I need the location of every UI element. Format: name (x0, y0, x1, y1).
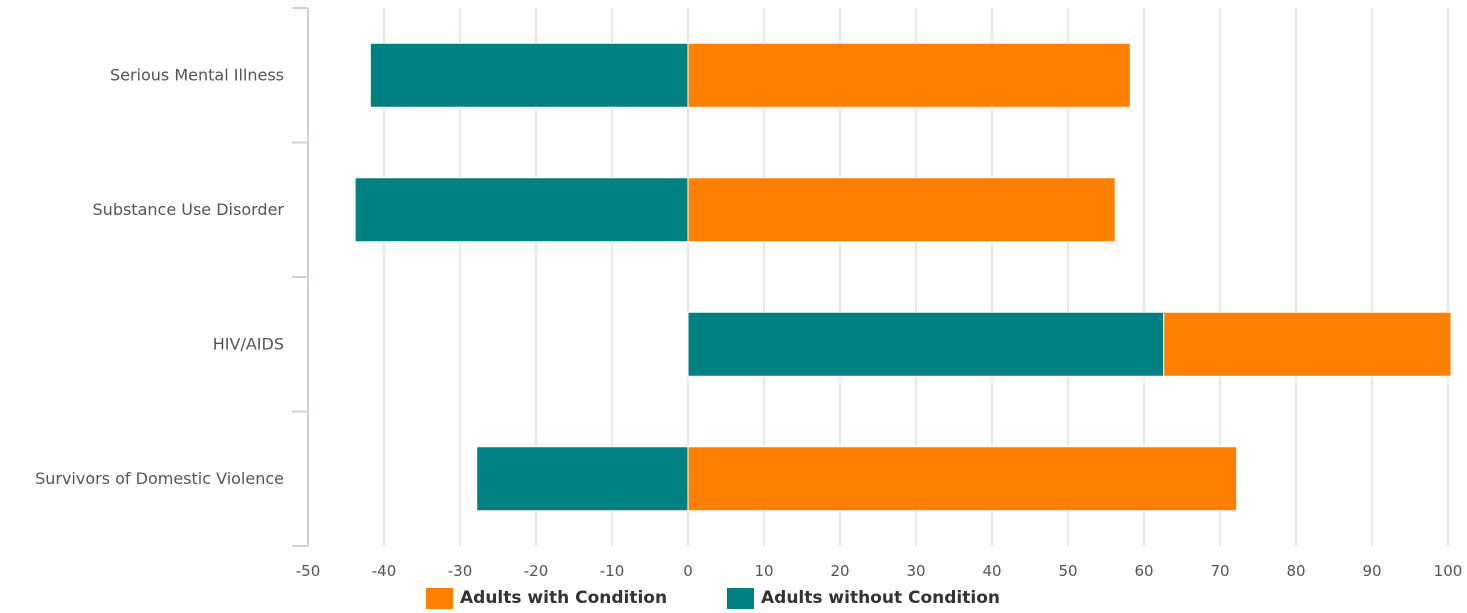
bar-with-condition[interactable] (687, 177, 1116, 243)
bar-without-condition[interactable] (476, 446, 689, 512)
legend-item-without-condition[interactable]: Adults without Condition (727, 586, 1000, 610)
x-tick-label: -10 (600, 562, 625, 580)
x-tick-label: 60 (1134, 562, 1153, 580)
x-tick-label: 10 (754, 562, 773, 580)
bar-with-condition[interactable] (1163, 311, 1452, 377)
x-tick-label: 100 (1434, 562, 1463, 580)
bar-with-condition[interactable] (687, 446, 1238, 512)
bar-without-condition[interactable] (369, 42, 689, 108)
legend-label-without-condition: Adults without Condition (761, 588, 1000, 608)
x-tick-label: 20 (830, 562, 849, 580)
bars (354, 42, 1452, 512)
x-tick-label: 70 (1210, 562, 1229, 580)
legend: Adults with Condition Adults without Con… (0, 586, 1467, 612)
legend-label-with-condition: Adults with Condition (460, 588, 668, 608)
x-tick-label: -40 (372, 562, 397, 580)
category-label: Substance Use Disorder (93, 200, 285, 219)
bar-with-condition[interactable] (687, 42, 1131, 108)
x-tick-label: 50 (1058, 562, 1077, 580)
bar-without-condition[interactable] (354, 177, 689, 243)
category-label: HIV/AIDS (213, 334, 284, 353)
x-tick-label: 40 (982, 562, 1001, 580)
x-tick-label: 30 (906, 562, 925, 580)
category-label: Serious Mental Illness (110, 65, 284, 84)
bar-without-condition[interactable] (687, 311, 1165, 377)
x-tick-label: 80 (1286, 562, 1305, 580)
x-tick-label: -20 (524, 562, 549, 580)
category-label: Survivors of Domestic Violence (35, 469, 284, 488)
category-labels: Serious Mental Illness Substance Use Diso… (35, 65, 284, 488)
category-axis (292, 7, 309, 547)
x-tick-label: -50 (296, 562, 321, 580)
legend-swatch-without-condition (727, 587, 754, 609)
legend-swatch-with-condition (426, 587, 453, 609)
x-tick-label: 90 (1362, 562, 1381, 580)
x-tick-labels: -50 -40 -30 -20 -10 0 10 20 30 40 50 60 70 80 90 100 (296, 562, 1463, 580)
x-tick-label: 0 (683, 562, 693, 580)
x-tick-label: -30 (448, 562, 473, 580)
legend-item-with-condition[interactable]: Adults with Condition (426, 586, 667, 610)
